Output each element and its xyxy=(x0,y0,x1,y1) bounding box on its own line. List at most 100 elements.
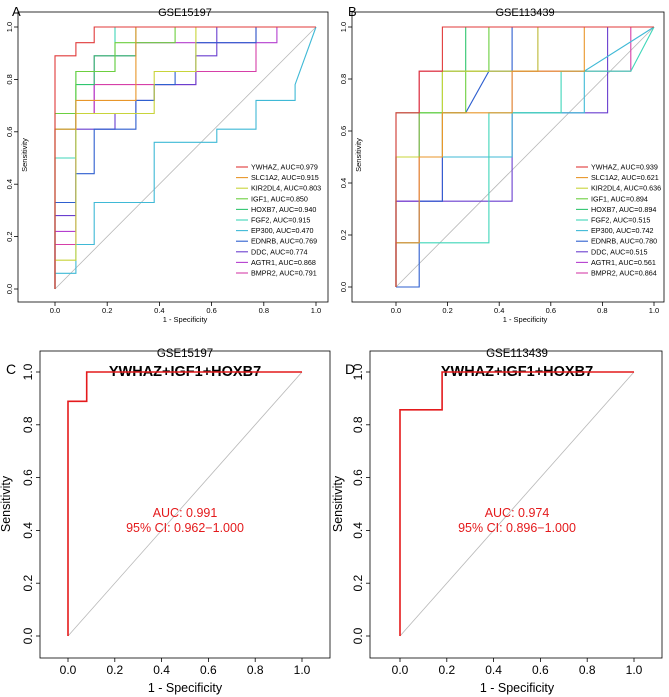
y-tick-label: 0.2 xyxy=(351,575,365,592)
reference-diagonal xyxy=(395,26,655,288)
y-axis-label: Sensitivity xyxy=(331,475,345,532)
y-tick-label: 1.0 xyxy=(339,22,348,32)
roc-curve-ep300 xyxy=(55,26,317,274)
x-tick-label: 0.4 xyxy=(154,306,164,315)
legend-entry: BMPR2, AUC=0.791 xyxy=(251,269,317,278)
panel-label: B xyxy=(348,4,357,19)
ci-annotation: 95% CI: 0.896−1.000 xyxy=(458,521,576,535)
legend-entry: AGTR1, AUC=0.561 xyxy=(591,258,656,267)
plot-frame xyxy=(17,11,329,303)
y-tick-label: 1.0 xyxy=(5,22,14,32)
panel-label: D xyxy=(345,361,355,377)
x-tick-label: 0.0 xyxy=(392,663,409,677)
roc-curve-slc1a2 xyxy=(395,26,654,287)
panel-label: C xyxy=(6,361,16,377)
x-tick-label: 0.6 xyxy=(532,663,549,677)
legend-entry: DDC, AUC=0.515 xyxy=(591,247,648,256)
roc-curve-ywhaz xyxy=(395,26,654,287)
x-tick-label: 1.0 xyxy=(649,306,659,315)
x-tick-label: 1.0 xyxy=(626,663,643,677)
x-tick-label: 0.6 xyxy=(546,306,556,315)
y-tick-label: 0.4 xyxy=(351,522,365,539)
y-tick-label: 0.2 xyxy=(5,231,14,241)
roc-curve-ywhaz xyxy=(54,26,316,289)
y-tick-label: 0.6 xyxy=(339,126,348,136)
y-tick-label: 1.0 xyxy=(21,363,35,380)
legend-entry: DDC, AUC=0.774 xyxy=(251,247,308,256)
y-axis-label: Sensitivity xyxy=(20,138,29,172)
legend-entry: EDNRB, AUC=0.769 xyxy=(251,237,317,246)
y-tick-label: 0.6 xyxy=(5,127,14,137)
x-tick-label: 0.4 xyxy=(494,306,504,315)
reference-diagonal xyxy=(54,26,317,290)
x-tick-label: 0.8 xyxy=(247,663,264,677)
x-tick-label: 1.0 xyxy=(294,663,311,677)
chart-title: GSE15197 xyxy=(158,7,212,19)
y-axis-label: Sensitivity xyxy=(0,475,13,532)
y-tick-label: 0.6 xyxy=(351,469,365,486)
x-axis-label: 1 - Specificity xyxy=(480,681,555,695)
legend-entry: FGF2, AUC=0.515 xyxy=(591,216,650,225)
legend-entry: YWHAZ, AUC=0.939 xyxy=(591,163,658,172)
x-tick-label: 0.2 xyxy=(102,306,112,315)
y-tick-label: 0.4 xyxy=(5,179,14,189)
roc-curve-combined xyxy=(67,371,302,636)
plot-frame xyxy=(351,11,665,303)
x-tick-label: 0.2 xyxy=(106,663,123,677)
roc-curve-kir2dl4 xyxy=(54,26,316,289)
legend-entry: SLC1A2, AUC=0.915 xyxy=(251,173,319,182)
x-tick-label: 0.6 xyxy=(206,306,216,315)
legend-entry: HOXB7, AUC=0.894 xyxy=(591,205,656,214)
x-tick-label: 0.4 xyxy=(485,663,502,677)
reference-diagonal xyxy=(67,371,303,637)
y-tick-label: 0.4 xyxy=(21,522,35,539)
x-tick-label: 0.0 xyxy=(50,306,60,315)
x-axis-label: 1 - Specificity xyxy=(148,681,223,695)
ci-annotation: 95% CI: 0.962−1.000 xyxy=(126,521,244,535)
legend-entry: FGF2, AUC=0.915 xyxy=(251,216,310,225)
y-tick-label: 1.0 xyxy=(351,363,365,380)
auc-annotation: AUC: 0.974 xyxy=(485,506,550,520)
legend-entry: EP300, AUC=0.470 xyxy=(251,226,314,235)
x-axis-label: 1 - Specificity xyxy=(503,315,548,324)
plot-frame xyxy=(39,350,331,659)
panel-label: A xyxy=(12,4,21,19)
x-tick-label: 0.8 xyxy=(579,663,596,677)
chart-title: GSE15197 xyxy=(157,348,213,360)
roc-curve-combined xyxy=(399,371,634,636)
x-tick-label: 0.4 xyxy=(153,663,170,677)
legend-entry: BMPR2, AUC=0.864 xyxy=(591,269,657,278)
chart-title: GSE113439 xyxy=(495,7,554,19)
legend-entry: EP300, AUC=0.742 xyxy=(591,226,654,235)
y-tick-label: 0.8 xyxy=(21,416,35,433)
auc-annotation: AUC: 0.991 xyxy=(153,506,218,520)
legend-entry: IGF1, AUC=0.894 xyxy=(591,194,648,203)
y-axis-label: Sensitivity xyxy=(354,138,363,172)
y-tick-label: 0.4 xyxy=(339,178,348,188)
y-tick-label: 0.0 xyxy=(339,282,348,292)
y-tick-label: 0.0 xyxy=(351,627,365,644)
reference-diagonal xyxy=(399,371,635,637)
panel-a: A GSE15197 0.0 0.2 0.4 0.6 0.8 1.0 0.0 0.2 0.4 0.6 0… xyxy=(5,4,329,324)
x-tick-label: 0.2 xyxy=(442,306,452,315)
x-tick-label: 0.6 xyxy=(200,663,217,677)
legend-entry: YWHAZ, AUC=0.979 xyxy=(251,163,318,172)
x-tick-label: 0.0 xyxy=(391,306,401,315)
legend-entry: HOXB7, AUC=0.940 xyxy=(251,205,316,214)
legend-entry: KIR2DL4, AUC=0.636 xyxy=(591,184,661,193)
x-axis-label: 1 - Specificity xyxy=(163,315,208,324)
chart-title: GSE113439 xyxy=(486,348,548,360)
x-tick-label: 0.0 xyxy=(60,663,77,677)
x-tick-label: 0.8 xyxy=(597,306,607,315)
panel-b: B GSE113439 0.0 0.2 0.4 0.6 0.8 1.0 0.0 0.2 0.4 0.6… xyxy=(339,4,665,324)
legend-entry: AGTR1, AUC=0.868 xyxy=(251,258,316,267)
legend-entry: IGF1, AUC=0.850 xyxy=(251,194,308,203)
y-tick-label: 0.0 xyxy=(5,284,14,294)
y-tick-label: 0.0 xyxy=(21,627,35,644)
legend-entry: KIR2DL4, AUC=0.803 xyxy=(251,184,321,193)
y-tick-label: 0.6 xyxy=(21,469,35,486)
